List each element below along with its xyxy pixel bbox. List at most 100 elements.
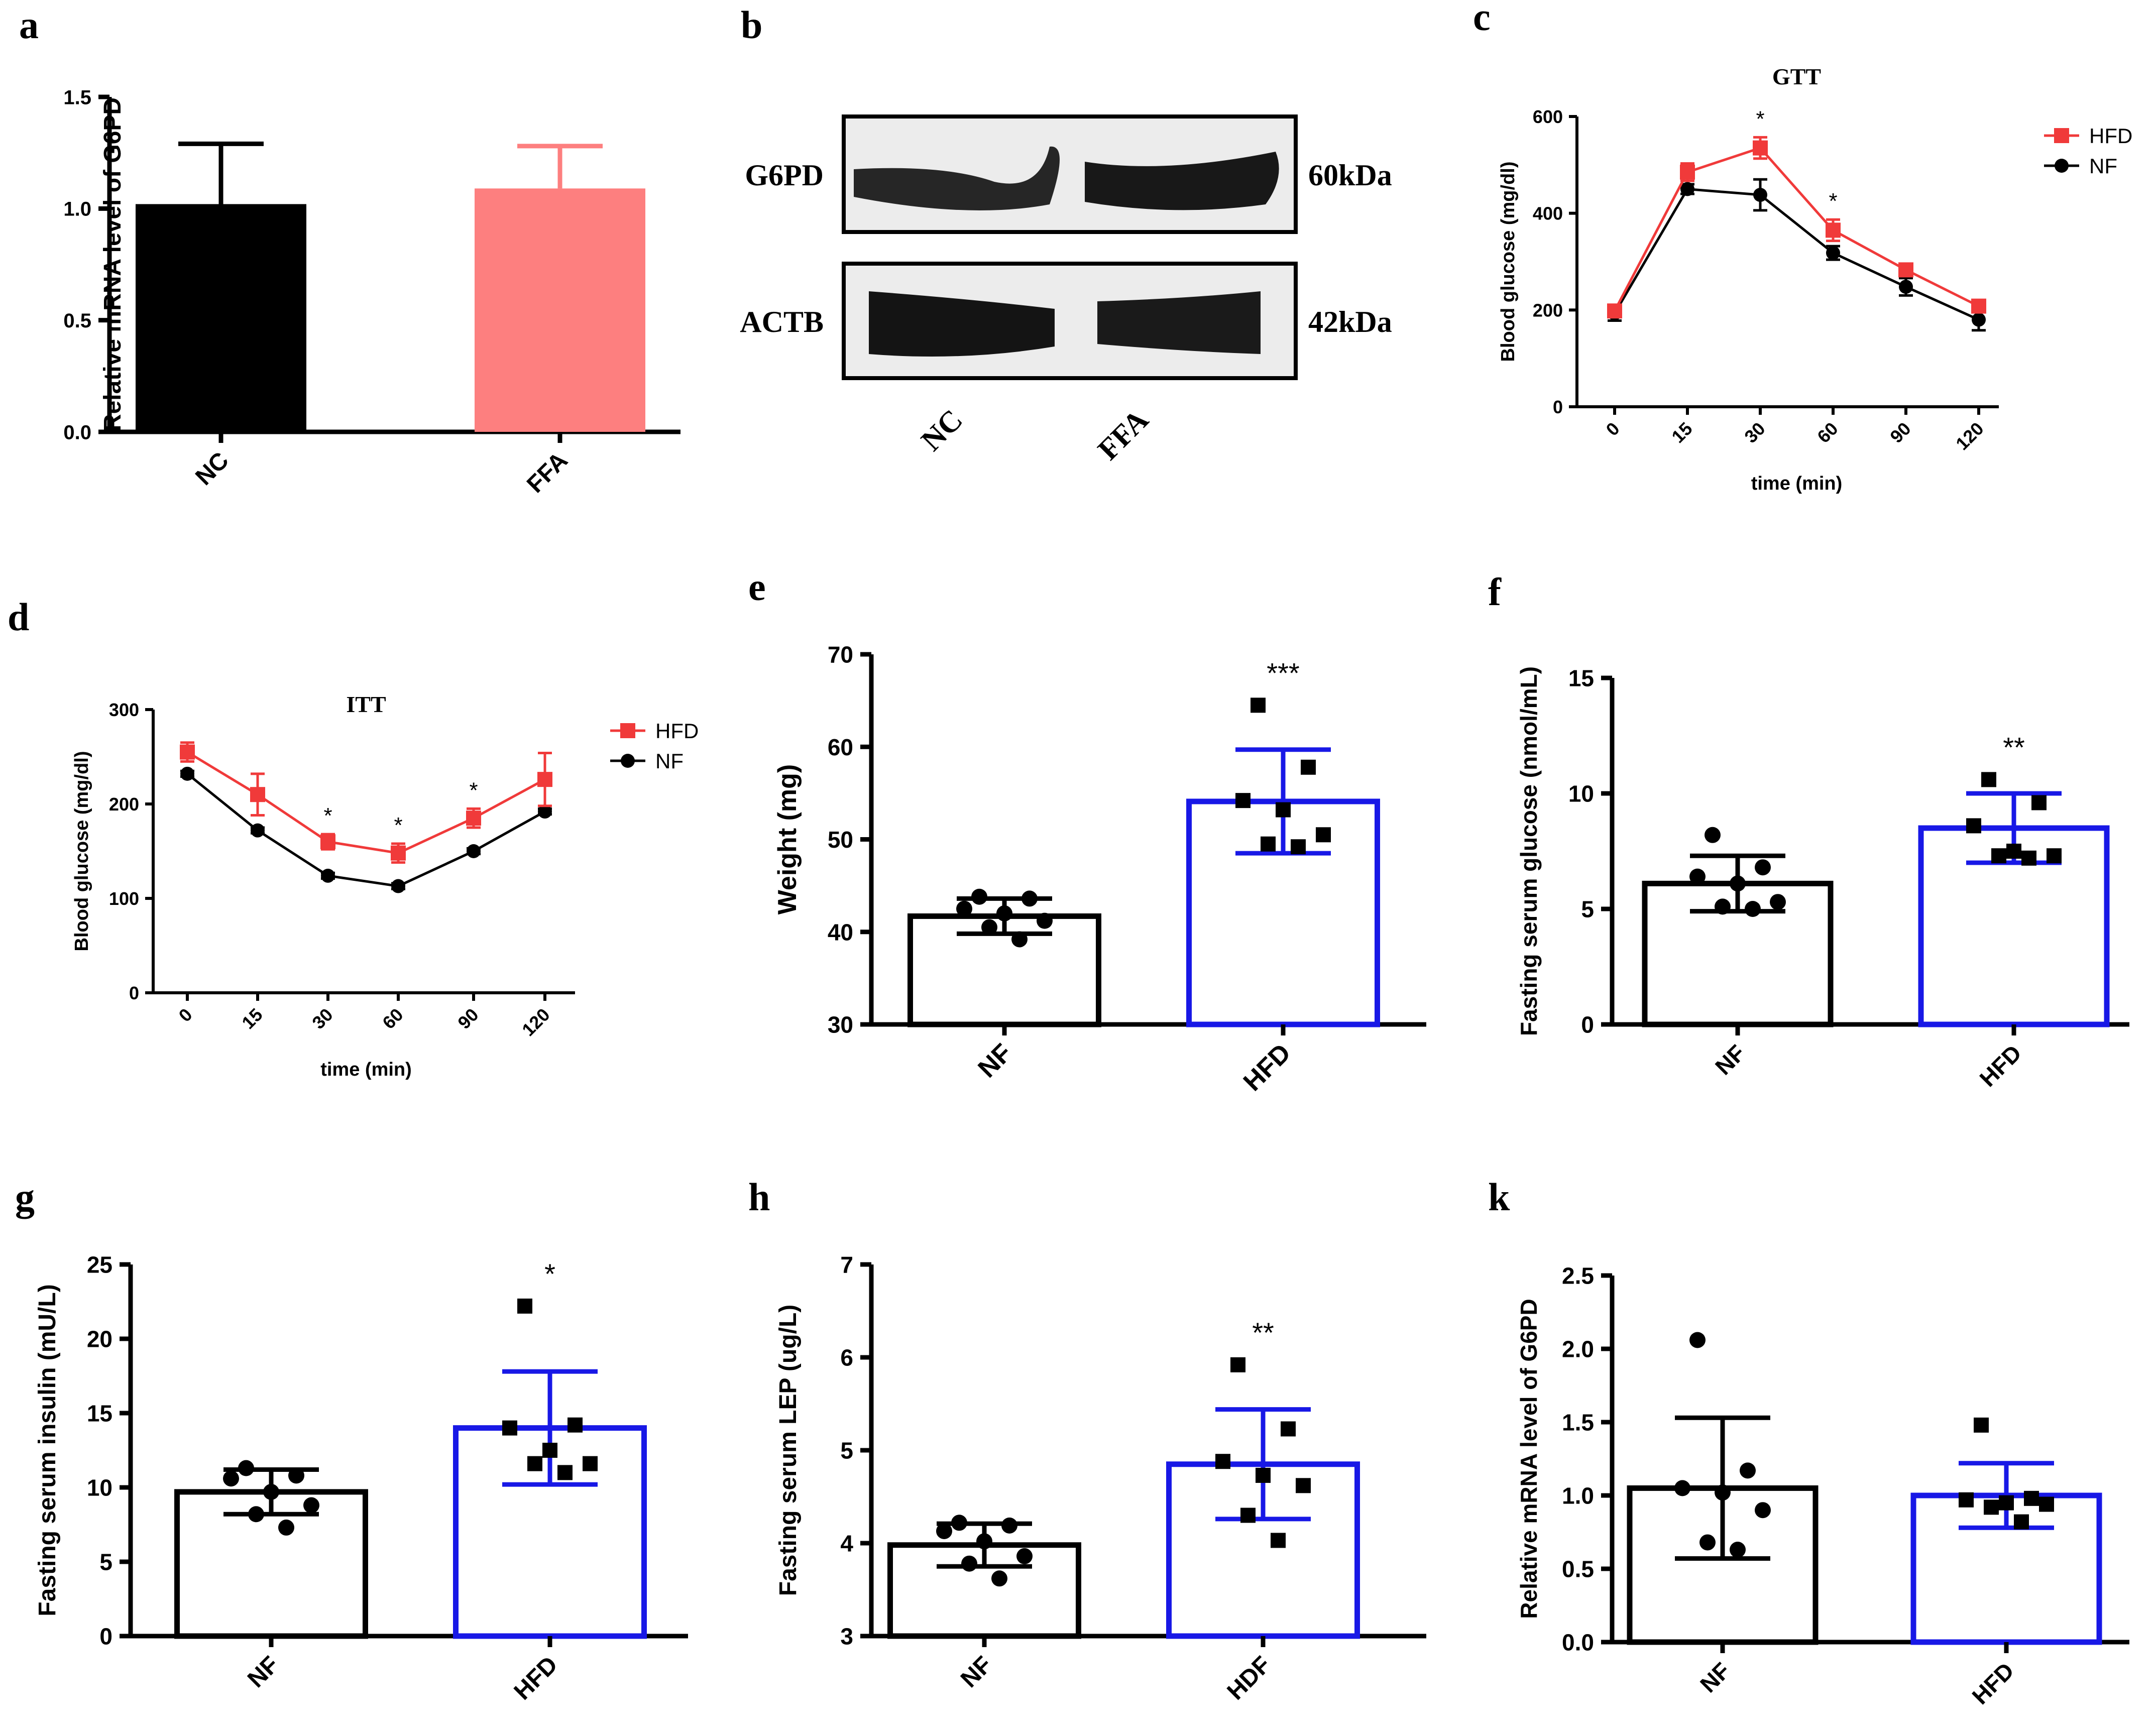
data-point xyxy=(250,787,265,802)
y-tick-label: 200 xyxy=(1533,300,1563,320)
y-axis-title: Blood glucose (mg/dl) xyxy=(1498,162,1519,362)
data-point xyxy=(1016,1548,1033,1564)
y-tick-label: 1.0 xyxy=(63,198,91,220)
legend-marker xyxy=(620,723,635,738)
data-point xyxy=(1898,262,1913,278)
x-axis-title: time (min) xyxy=(320,1059,412,1080)
data-point xyxy=(1215,1454,1230,1469)
legend-label: NF xyxy=(2089,154,2117,178)
y-tick-label: 4 xyxy=(840,1531,853,1557)
band-nc xyxy=(869,291,1055,357)
y-tick-label: 3 xyxy=(840,1624,853,1650)
y-tick-label: 50 xyxy=(828,827,853,853)
data-point xyxy=(1680,164,1695,180)
bar-nc xyxy=(136,204,306,432)
data-point xyxy=(1966,818,1981,834)
legend-marker xyxy=(2055,159,2069,173)
data-point xyxy=(467,844,481,858)
data-point xyxy=(1753,188,1767,202)
panel-label-b: b xyxy=(741,3,762,47)
y-tick-label: 0.0 xyxy=(63,421,91,443)
panel-label-e: e xyxy=(748,565,766,609)
blot-size: 42kDa xyxy=(1308,305,1392,338)
data-point xyxy=(1689,868,1706,885)
significance-label: * xyxy=(323,803,332,828)
data-point xyxy=(961,1555,977,1572)
y-tick-label: 2.5 xyxy=(1562,1263,1594,1289)
data-point xyxy=(1240,1508,1256,1523)
data-point xyxy=(542,1443,557,1458)
data-point xyxy=(466,811,481,826)
data-point xyxy=(180,766,194,781)
panel-label-k: k xyxy=(1488,1175,1510,1219)
y-tick-label: 0.5 xyxy=(1562,1556,1594,1582)
y-tick-label: 25 xyxy=(87,1252,112,1278)
data-point xyxy=(223,1470,239,1487)
data-point xyxy=(278,1519,294,1536)
data-point xyxy=(1770,894,1786,910)
legend-marker xyxy=(621,754,635,768)
y-tick-label: 600 xyxy=(1533,106,1563,127)
data-point xyxy=(1256,1467,1271,1483)
x-axis-title: time (min) xyxy=(1751,473,1843,494)
panel-label-a: a xyxy=(19,3,39,47)
y-tick-label: 2.0 xyxy=(1562,1336,1594,1362)
data-point xyxy=(288,1467,304,1484)
y-tick-label: 20 xyxy=(87,1326,112,1352)
y-tick-label: 15 xyxy=(87,1401,112,1427)
data-point xyxy=(1753,140,1768,156)
significance-label: *** xyxy=(1267,657,1299,688)
panel-a: 0.00.51.01.5 Relative mRNA level of G6PDN… xyxy=(63,86,680,498)
data-point xyxy=(1271,1533,1286,1548)
data-point xyxy=(248,1506,264,1523)
band-ffa xyxy=(1097,291,1261,354)
data-point xyxy=(1235,793,1251,808)
y-tick-label: 400 xyxy=(1533,203,1563,224)
data-point xyxy=(976,1533,992,1550)
y-tick-label: 200 xyxy=(109,794,139,815)
legend-label: HFD xyxy=(655,719,699,743)
y-tick-label: 300 xyxy=(109,700,139,720)
band-nc xyxy=(854,146,1060,210)
data-point xyxy=(936,1523,952,1539)
y-axis-title: Blood glucose (mg/dl) xyxy=(71,751,92,952)
data-point xyxy=(1715,1484,1731,1501)
data-point xyxy=(1972,312,1986,327)
data-point xyxy=(538,804,552,819)
y-tick-label: 100 xyxy=(109,888,139,909)
y-tick-label: 30 xyxy=(828,1012,853,1038)
y-tick-label: 0 xyxy=(129,983,139,1003)
data-point xyxy=(1607,303,1622,319)
data-point xyxy=(1999,1495,2014,1511)
bar-ffa xyxy=(475,188,645,432)
chart-title: GTT xyxy=(1772,64,1821,89)
data-point xyxy=(1689,1332,1706,1348)
data-point xyxy=(1230,1357,1245,1372)
panel-label-d: d xyxy=(8,595,29,639)
y-tick-label: 1.5 xyxy=(63,86,91,108)
significance-label: ** xyxy=(2003,731,2025,763)
data-point xyxy=(2006,844,2021,859)
y-axis-title: Fasting serum glucose (nmol/mL) xyxy=(1516,666,1542,1036)
significance-label: * xyxy=(1756,106,1764,131)
data-point xyxy=(1296,1478,1311,1493)
data-point xyxy=(951,1515,967,1531)
data-point xyxy=(527,1456,542,1471)
blot-size: 60kDa xyxy=(1308,159,1392,192)
data-point xyxy=(956,900,972,917)
data-point xyxy=(1755,1502,1771,1519)
series-line-nf xyxy=(1613,187,1980,321)
data-point xyxy=(1991,848,2006,864)
y-axis-title: Relative mRNA level of G6PD xyxy=(1516,1299,1542,1619)
y-tick-label: 1.0 xyxy=(1562,1483,1594,1509)
data-point xyxy=(1037,912,1053,929)
band-ffa xyxy=(1085,152,1279,210)
data-point xyxy=(391,879,405,893)
series-line-hfd xyxy=(1613,146,1980,312)
data-point xyxy=(568,1417,583,1433)
data-point xyxy=(1984,1499,1999,1515)
data-point xyxy=(1745,901,1761,917)
